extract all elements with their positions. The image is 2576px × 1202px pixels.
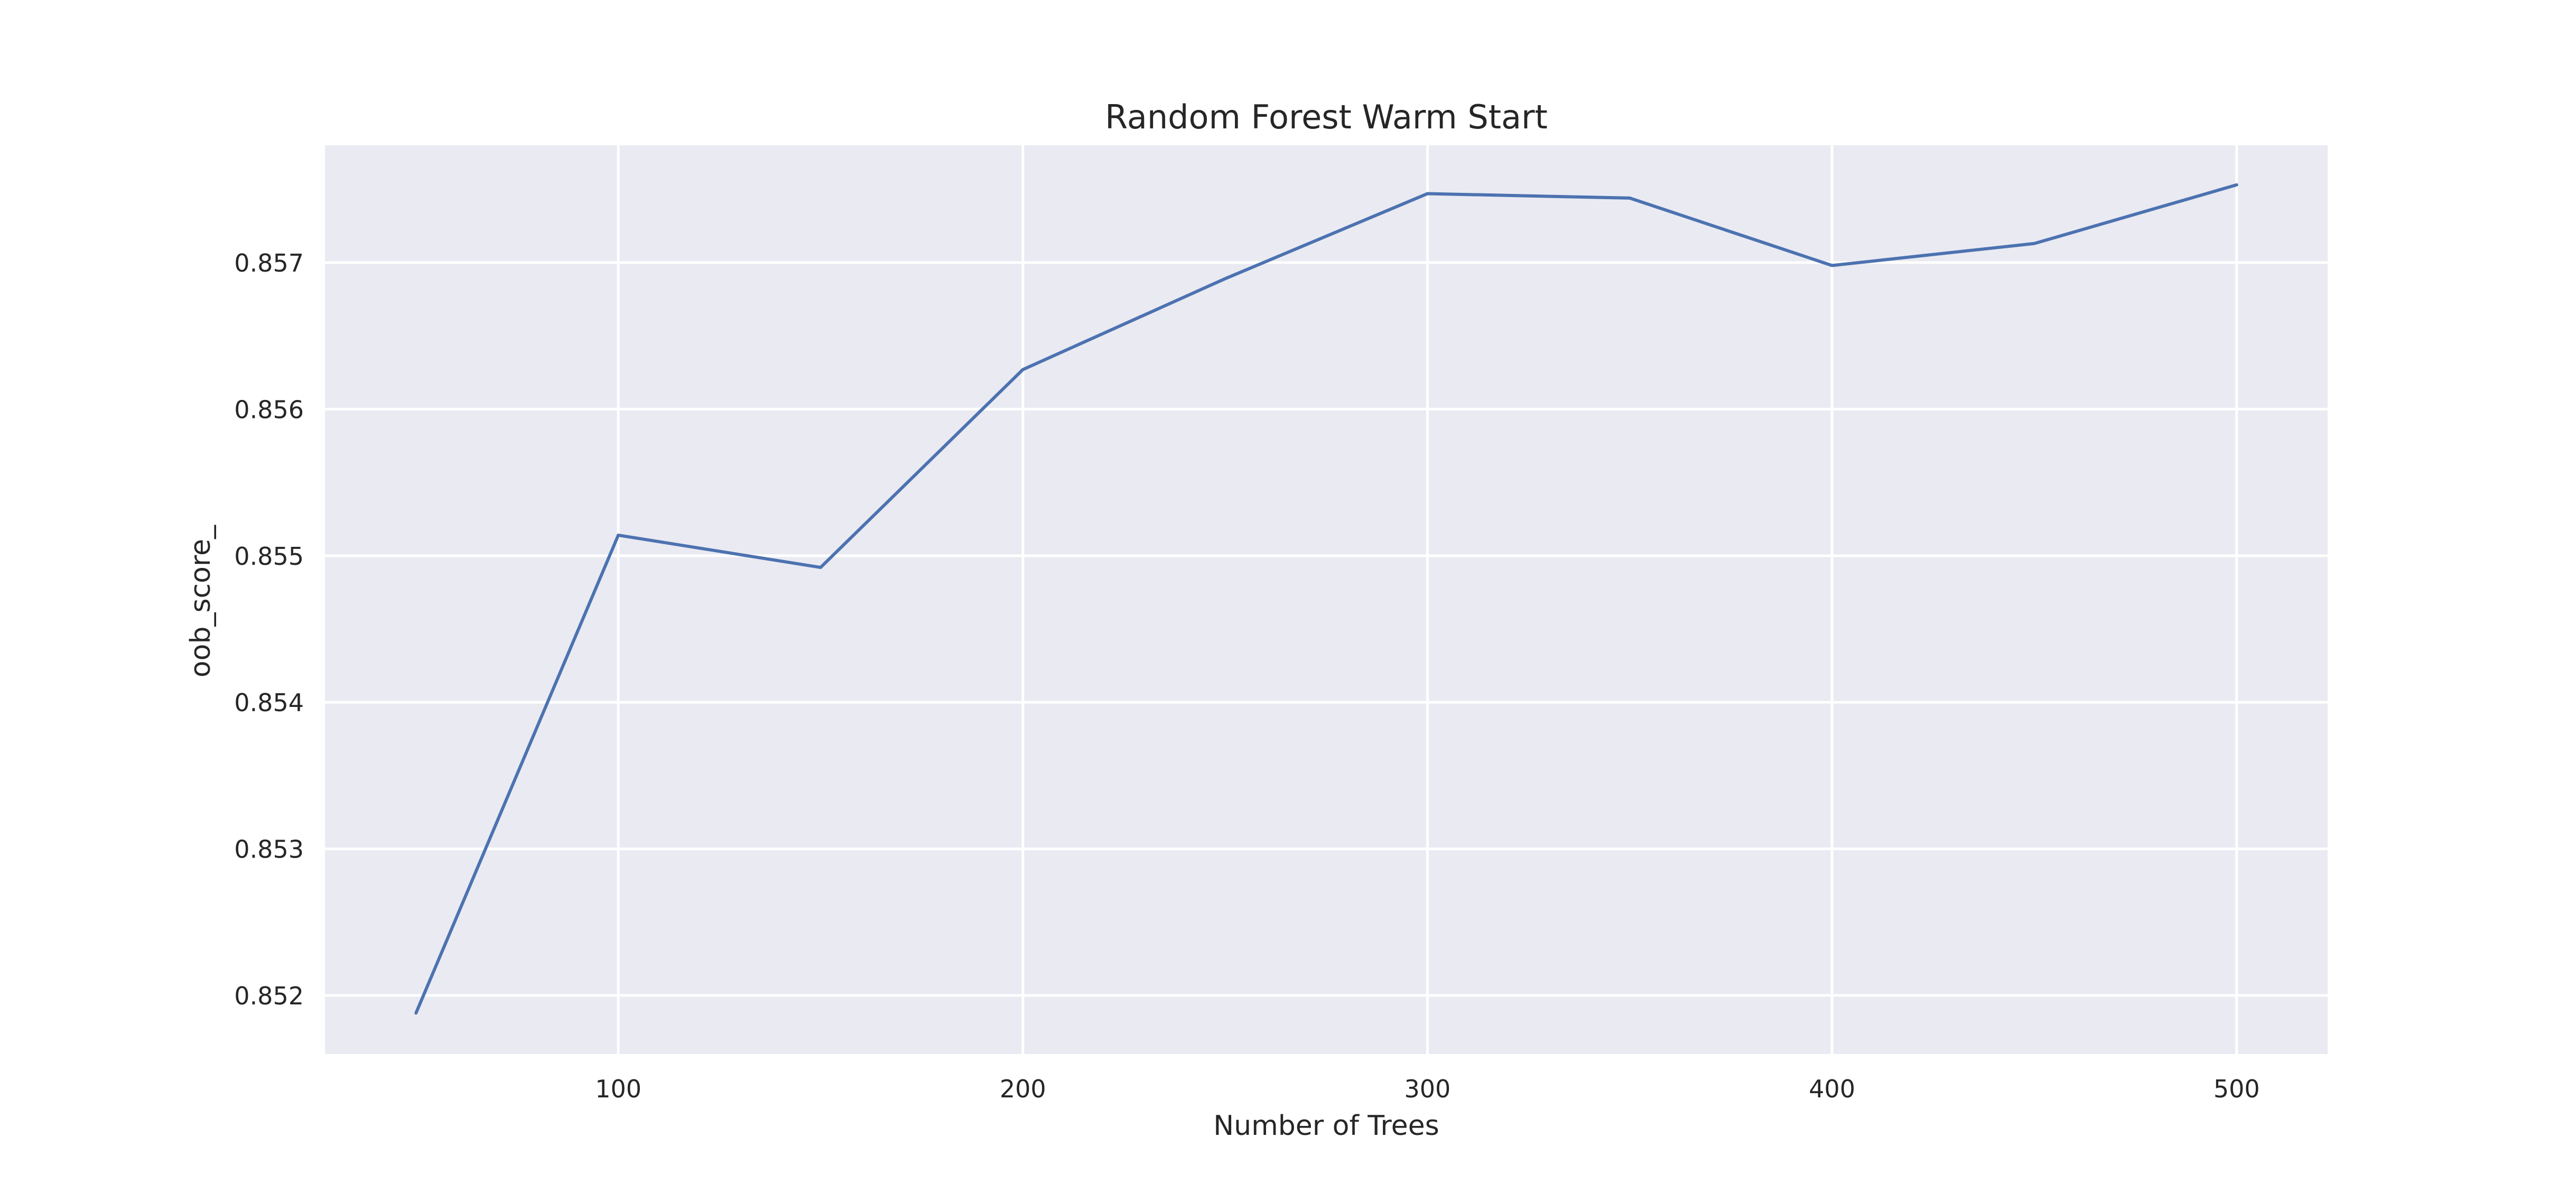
series-layer [414,183,2238,1015]
y-tick-label: 0.856 [234,395,304,424]
y-tick-label: 0.855 [234,542,304,571]
plot-background [325,145,2328,1054]
x-tick-label: 100 [595,1075,641,1103]
y-tick-label: 0.853 [234,835,304,864]
series-line [414,183,2238,1015]
x-tick-labels: 100 200 300 400 500 [595,1075,2259,1103]
y-axis-label: oob_score_ [185,525,217,677]
x-tick-label: 300 [1405,1075,1451,1103]
x-tick-label: 200 [1000,1075,1046,1103]
y-tick-label: 0.852 [234,982,304,1010]
y-tick-labels: 0.852 0.853 0.854 0.855 0.856 0.857 [234,249,304,1010]
y-tick-label: 0.854 [234,688,304,717]
chart-title: Random Forest Warm Start [1105,98,1548,136]
grid-lines [325,145,2328,1054]
x-tick-label: 500 [2214,1075,2260,1103]
x-tick-label: 400 [1809,1075,1855,1103]
y-tick-label: 0.857 [234,249,304,277]
x-axis-label: Number of Trees [1213,1110,1439,1142]
